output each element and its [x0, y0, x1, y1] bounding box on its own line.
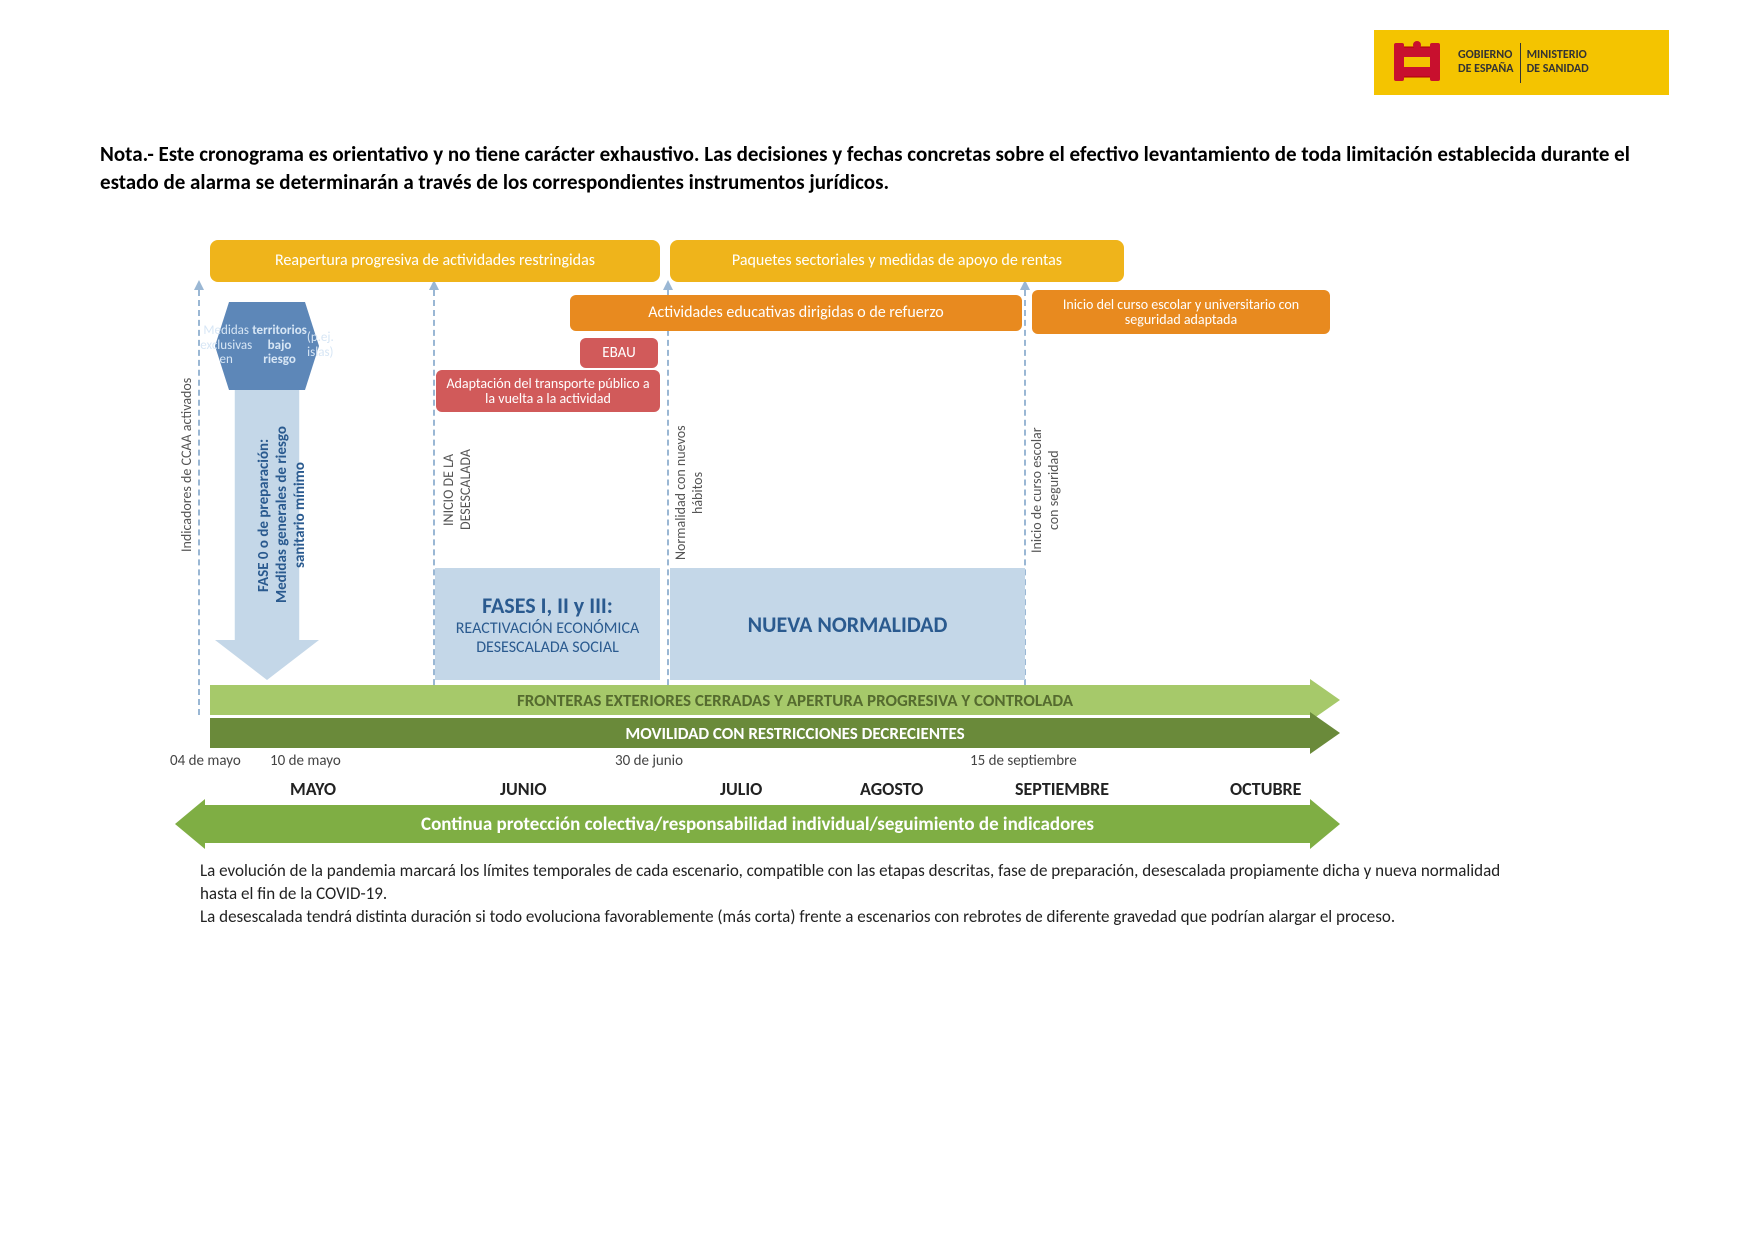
arrowbar-movilidad: MOVILIDAD CON RESTRICCIONES DECRECIENTES — [210, 718, 1340, 748]
government-badge: GOBIERNO DE ESPAÑA MINISTERIO DE SANIDAD — [1374, 30, 1669, 95]
bar-educ: Actividades educativas dirigidas o de re… — [570, 295, 1022, 331]
footer-note: La evolución de la pandemia marcará los … — [200, 860, 1510, 929]
gov-text-2: MINISTERIO DE SANIDAD — [1521, 49, 1595, 75]
spain-crest-icon — [1382, 35, 1452, 90]
fase0-arrow: FASE 0 o de preparación: Medidas general… — [215, 390, 319, 680]
month-0: MAYO — [290, 778, 336, 800]
date-0: 04 de mayo — [170, 752, 241, 770]
vlabel-inicio-desescalada: INICIO DE LA DESESCALADA — [440, 430, 474, 550]
gov-text-1: GOBIERNO DE ESPAÑA — [1452, 49, 1520, 75]
arrowbar-fronteras: FRONTERAS EXTERIORES CERRADAS Y APERTURA… — [210, 685, 1340, 715]
month-4: SEPTIEMBRE — [1015, 778, 1109, 800]
normalidad-box: NUEVA NORMALIDAD — [670, 568, 1025, 680]
vlabel-normalidad-habitos: Normalidad con nuevos hábitos — [672, 425, 706, 560]
date-1: 10 de mayo — [270, 752, 341, 770]
medidas-box: Medidas exclusivas en territorios bajo r… — [215, 302, 319, 390]
marker-line-2 — [667, 290, 669, 715]
normalidad-label: NUEVA NORMALIDAD — [748, 611, 948, 638]
month-3: AGOSTO — [860, 778, 923, 800]
vlabel-curso-seguridad: Inicio de curso escolar con seguridad — [1028, 420, 1062, 560]
vlabel-indicadores: Indicadores de CCAA activados — [178, 370, 195, 560]
date-2: 30 de junio — [615, 752, 683, 770]
bar-paquetes: Paquetes sectoriales y medidas de apoyo … — [670, 240, 1124, 282]
bar-ebau: EBAU — [580, 338, 658, 368]
bar-reapertura: Reapertura progresiva de actividades res… — [210, 240, 660, 282]
phases-sub1: REACTIVACIÓN ECONÓMICA — [456, 619, 640, 638]
bar-transporte: Adaptación del transporte público a la v… — [436, 370, 660, 412]
medidas-label: Medidas exclusivas en territorios bajo r… — [215, 302, 319, 390]
month-5: OCTUBRE — [1230, 778, 1301, 800]
month-1: JUNIO — [500, 778, 547, 800]
date-3: 15 de septiembre — [970, 752, 1077, 770]
phases-sub2: DESESCALADA SOCIAL — [476, 638, 619, 657]
arrowbar-proteccion: Continua protección colectiva/responsabi… — [175, 805, 1340, 843]
phases-title: FASES I, II y III: — [482, 592, 613, 619]
bar-curso: Inicio del curso escolar y universitario… — [1032, 290, 1330, 334]
phases-box: FASES I, II y III: REACTIVACIÓN ECONÓMIC… — [435, 568, 660, 680]
month-2: JULIO — [720, 778, 762, 800]
header-note: Nota.- Este cronograma es orientativo y … — [100, 140, 1640, 197]
fase0-label: FASE 0 o de preparación: Medidas general… — [255, 400, 309, 630]
timeline-chart: Reapertura progresiva de actividades res… — [170, 230, 1640, 1050]
